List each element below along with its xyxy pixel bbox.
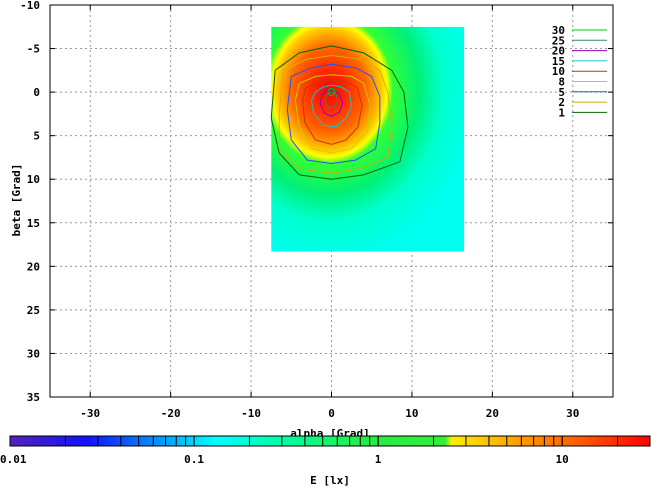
colorbar-label: E [lx] <box>310 474 350 486</box>
x-tick-label: 0 <box>328 407 335 420</box>
y-tick-label: 20 <box>27 260 40 273</box>
y-tick-label: 35 <box>27 391 40 404</box>
y-tick-label: 30 <box>27 347 40 360</box>
x-tick-label: 30 <box>566 407 579 420</box>
x-axis-ticks: -30 -20 -10 0 10 20 30 <box>80 5 579 420</box>
x-tick-label: 20 <box>486 407 499 420</box>
contour-lines <box>270 45 409 180</box>
contour-line-30 <box>327 87 336 97</box>
legend-label: 20 <box>552 45 565 58</box>
y-tick-label: -10 <box>20 0 40 12</box>
y-tick-label: 5 <box>33 130 40 143</box>
heatmap-image <box>271 26 465 252</box>
contour-line-1 <box>270 45 409 180</box>
colorbar-tick-label: 1 <box>375 453 382 466</box>
contour-line-15 <box>310 84 353 128</box>
legend-label: 25 <box>552 34 565 47</box>
heatmap-field <box>271 26 465 252</box>
contour-line-10 <box>301 79 363 145</box>
contour-line-5 <box>286 63 381 165</box>
contour-line-8 <box>294 74 371 154</box>
y-tick-label: 0 <box>33 86 40 99</box>
x-tick-label: -20 <box>161 407 181 420</box>
y-tick-label: 15 <box>27 217 40 230</box>
colorbar-ticks: 0.01 0.1 1 10 <box>0 436 651 466</box>
contour-line-25 <box>324 91 339 109</box>
colorbar-tick-label: 0.1 <box>184 453 204 466</box>
legend-label: 15 <box>552 55 565 68</box>
x-tick-label: -10 <box>241 407 261 420</box>
legend-label: 2 <box>558 96 565 109</box>
x-tick-label: -30 <box>80 407 100 420</box>
y-tick-label: -5 <box>27 43 40 56</box>
colorbar-tick-label: 0.01 <box>0 453 27 466</box>
contour-line-20 <box>319 89 344 118</box>
legend-label: 8 <box>558 76 565 89</box>
colorbar-tick-label: 10 <box>556 453 569 466</box>
legend-label: 1 <box>558 106 565 119</box>
contour-line-2 <box>278 54 393 174</box>
y-tick-label: 10 <box>27 173 40 186</box>
legend-label: 10 <box>552 65 565 78</box>
legend-label: 5 <box>558 86 565 99</box>
y-axis-label: beta [Grad] <box>10 164 23 237</box>
x-tick-label: 10 <box>405 407 418 420</box>
y-tick-label: 25 <box>27 304 40 317</box>
legend-label: 30 <box>552 24 565 37</box>
